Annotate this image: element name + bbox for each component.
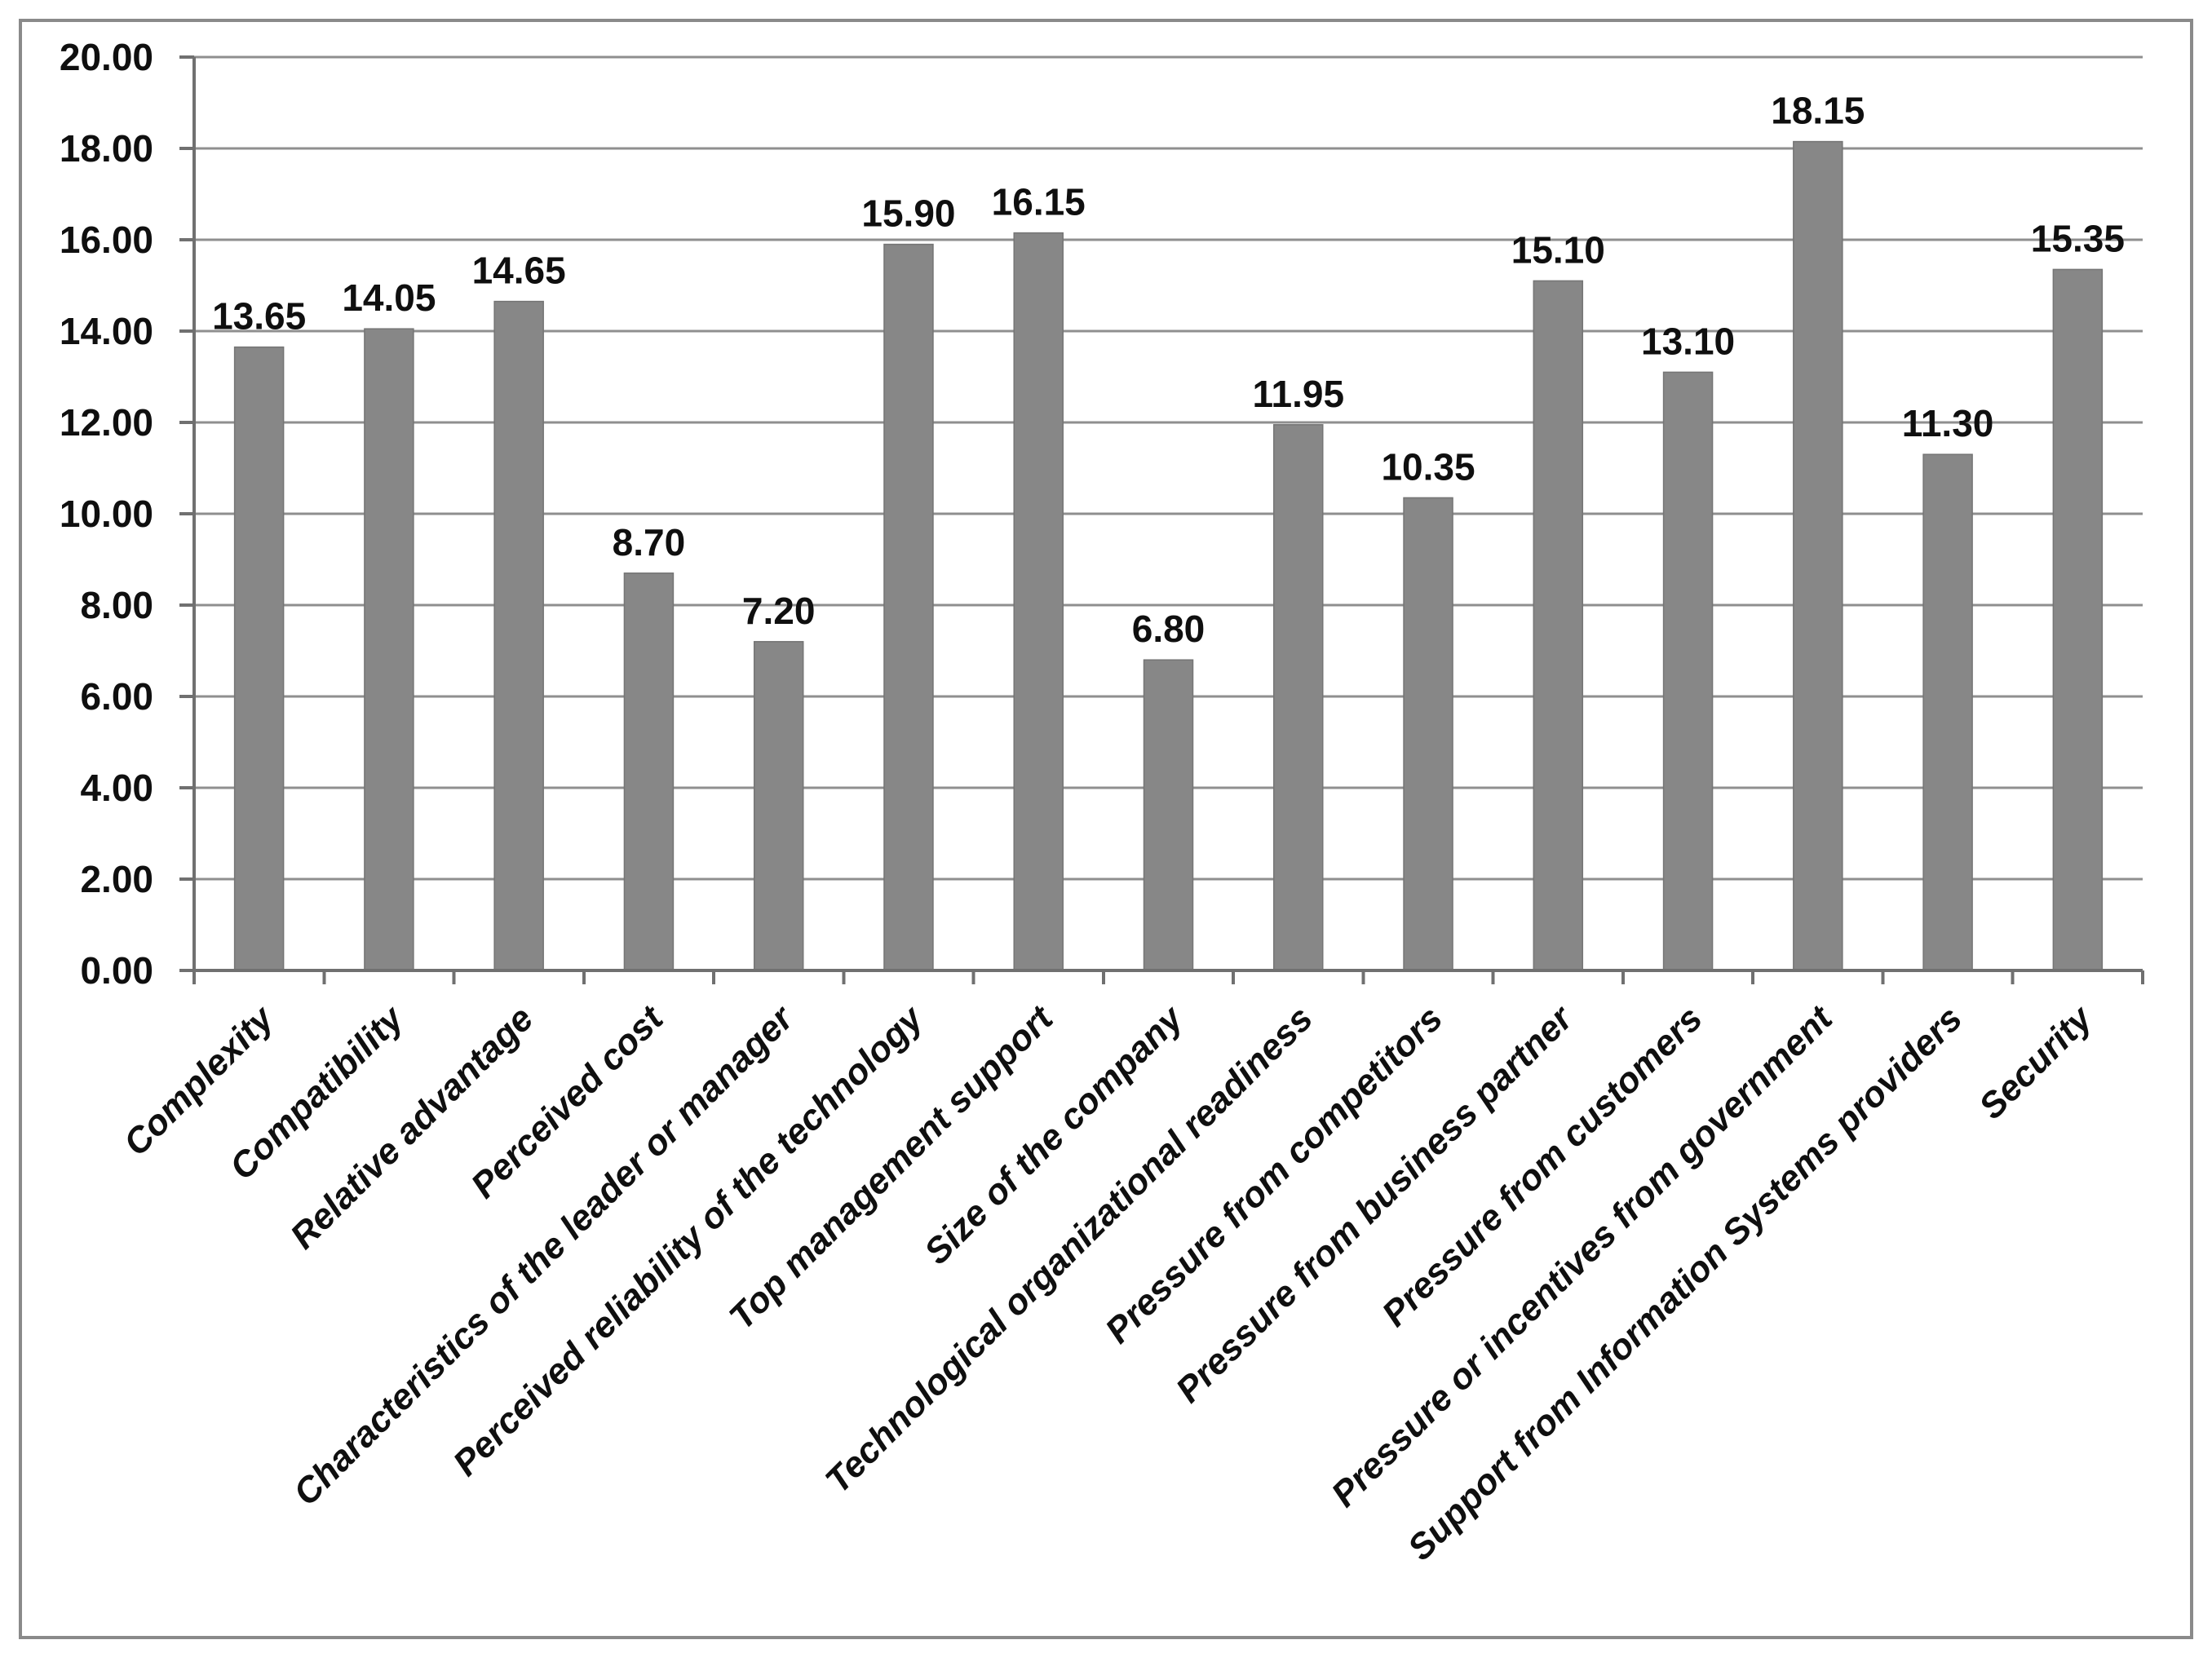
bar xyxy=(1533,280,1584,971)
bar-value-label: 14.05 xyxy=(342,276,436,319)
y-axis-tick-label: 0.00 xyxy=(80,949,153,992)
bar-value-label: 18.15 xyxy=(1771,90,1865,132)
y-axis-tick-label: 20.00 xyxy=(60,36,153,78)
bar-value-label: 13.10 xyxy=(1641,320,1735,362)
bar-value-label: 15.35 xyxy=(2031,217,2125,259)
y-axis-tick-label: 6.00 xyxy=(80,675,153,718)
bar-value-label: 14.65 xyxy=(472,250,566,292)
y-axis-tick-label: 14.00 xyxy=(60,310,153,352)
bar-value-label: 11.95 xyxy=(1252,373,1344,415)
bar-value-label: 10.35 xyxy=(1381,445,1475,488)
bar-value-label: 15.90 xyxy=(861,192,955,235)
y-axis-tick-label: 18.00 xyxy=(60,127,153,170)
bar xyxy=(1403,497,1453,971)
bar-value-label: 11.30 xyxy=(1902,402,1994,444)
bar-value-label: 15.10 xyxy=(1511,228,1605,271)
bar xyxy=(364,328,414,971)
bar-value-label: 7.20 xyxy=(742,590,816,632)
y-axis-tick-label: 16.00 xyxy=(60,219,153,261)
bar xyxy=(2052,268,2104,971)
bar xyxy=(753,641,804,971)
bar xyxy=(1143,659,1194,971)
bar xyxy=(1273,424,1324,971)
bar xyxy=(1662,371,1714,971)
bar xyxy=(1013,232,1064,971)
bar xyxy=(883,243,934,971)
y-axis-tick-label: 2.00 xyxy=(80,858,153,900)
y-axis-tick-label: 8.00 xyxy=(80,584,153,626)
y-axis-tick-label: 10.00 xyxy=(60,493,153,535)
bar-value-label: 13.65 xyxy=(212,295,306,338)
bar xyxy=(493,300,544,971)
y-axis-tick-label: 4.00 xyxy=(80,767,153,809)
figure-border xyxy=(19,19,2193,1639)
y-axis-tick-label: 12.00 xyxy=(60,401,153,444)
bar xyxy=(1922,453,1973,971)
bar-value-label: 8.70 xyxy=(613,521,686,564)
bar xyxy=(623,572,675,971)
bar xyxy=(1793,140,1843,971)
bar-value-label: 16.15 xyxy=(992,181,1086,223)
bar-value-label: 6.80 xyxy=(1132,608,1206,650)
bar xyxy=(233,346,285,971)
